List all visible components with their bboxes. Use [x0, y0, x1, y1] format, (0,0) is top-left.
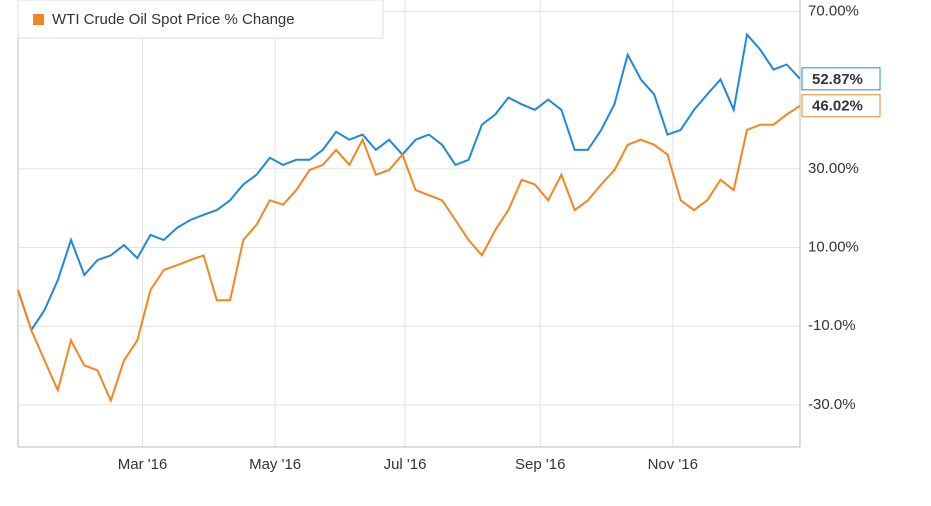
y-tick-label: 70.00%: [808, 2, 859, 19]
value-label-box: [801, 94, 881, 118]
legend-swatch: [33, 14, 44, 25]
value-label: 46.02%: [812, 98, 863, 115]
legend-box: [17, 0, 384, 39]
series-line: [17, 104, 801, 404]
x-tick-label: Jul '16: [384, 456, 427, 473]
y-tick-label: -30.0%: [808, 396, 856, 413]
legend-label: WTI Crude Oil Spot Price % Change: [52, 11, 295, 28]
x-tick-label: May '16: [249, 456, 301, 473]
x-tick-label: Sep '16: [515, 456, 565, 473]
value-label-box: [801, 67, 881, 91]
y-tick-label: 10.00%: [808, 238, 859, 255]
y-tick-label: -10.0%: [808, 317, 856, 334]
series-line: [17, 32, 801, 333]
y-tick-label: 30.00%: [808, 160, 859, 177]
value-label: 52.87%: [812, 71, 863, 88]
x-tick-label: Nov '16: [648, 456, 698, 473]
x-tick-label: Mar '16: [118, 456, 168, 473]
